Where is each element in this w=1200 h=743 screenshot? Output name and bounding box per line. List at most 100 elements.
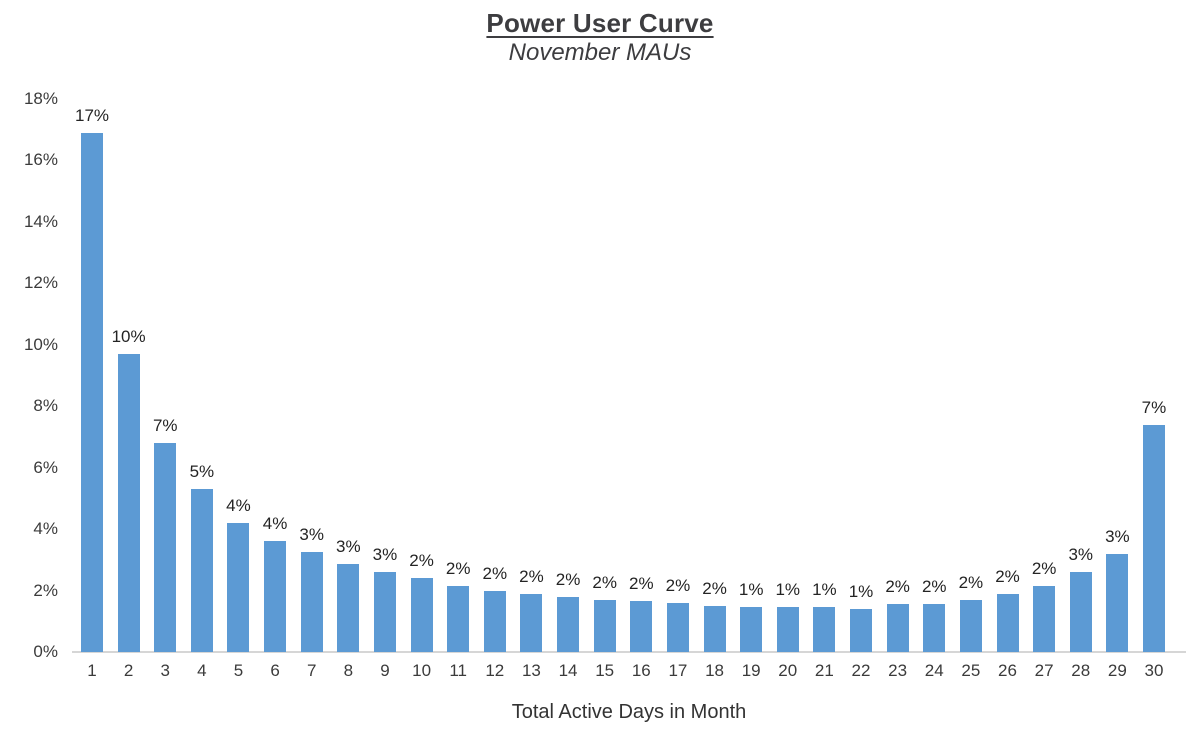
bar-value-label: 1% bbox=[738, 580, 764, 600]
bar-value-label: 3% bbox=[1105, 526, 1130, 546]
bar-day-17 bbox=[666, 602, 689, 652]
bar-value-label: 2% bbox=[665, 575, 691, 595]
bar-value-label: 10% bbox=[111, 327, 146, 347]
bar-value-label: 3% bbox=[299, 525, 324, 545]
x-axis-tick-label: 18 bbox=[705, 661, 724, 680]
x-axis-tick-label: 13 bbox=[521, 661, 541, 680]
bar-value-label: 3% bbox=[372, 545, 398, 565]
bar-day-15 bbox=[593, 599, 616, 652]
y-axis-tick-label: 12% bbox=[23, 273, 58, 293]
x-axis-tick-label: 25 bbox=[961, 661, 981, 680]
x-axis-tick-label: 27 bbox=[1034, 661, 1054, 680]
x-axis-tick-label: 20 bbox=[778, 661, 798, 680]
chart-title: Power User Curve bbox=[486, 8, 714, 38]
bar-value-label: 2% bbox=[629, 574, 654, 594]
x-axis-tick-label: 22 bbox=[851, 661, 871, 680]
x-axis-tick-label: 6 bbox=[270, 661, 280, 680]
bar-day-6 bbox=[264, 541, 287, 652]
bar-day-10 bbox=[410, 578, 433, 652]
bar-value-label: 5% bbox=[189, 462, 215, 482]
bar-value-label: 2% bbox=[519, 566, 544, 586]
x-axis-tick-label: 26 bbox=[998, 661, 1017, 680]
bar-value-label: 2% bbox=[445, 558, 471, 578]
bar-day-16 bbox=[630, 601, 653, 652]
bar-day-8 bbox=[337, 564, 360, 652]
x-axis-tick-label: 8 bbox=[343, 661, 354, 680]
bar-day-9 bbox=[373, 572, 396, 652]
bar-day-25 bbox=[959, 599, 982, 652]
y-axis-tick-label: 16% bbox=[23, 150, 58, 170]
bar-value-label: 2% bbox=[958, 572, 984, 592]
bar-day-23 bbox=[886, 604, 909, 652]
x-axis-tick-label: 19 bbox=[741, 661, 761, 680]
bar-day-19 bbox=[740, 607, 763, 652]
bar-value-label: 7% bbox=[1141, 397, 1167, 417]
bar-value-label: 3% bbox=[1068, 545, 1094, 565]
x-axis-tick-label: 14 bbox=[558, 661, 578, 680]
bar-day-18 bbox=[703, 605, 726, 652]
x-axis-line bbox=[72, 651, 1186, 653]
y-axis-tick-label: 18% bbox=[23, 89, 58, 109]
y-axis-tick-label: 0% bbox=[33, 642, 58, 661]
bar-value-label: 2% bbox=[921, 577, 947, 597]
x-axis-title: Total Active Days in Month bbox=[511, 701, 747, 723]
x-axis-tick-label: 9 bbox=[380, 661, 390, 680]
y-axis-tick-label: 10% bbox=[23, 334, 58, 354]
bar-day-5 bbox=[227, 522, 250, 652]
x-axis-tick-label: 24 bbox=[924, 661, 944, 680]
x-axis-tick-label: 17 bbox=[668, 661, 688, 680]
y-axis-tick-label: 8% bbox=[33, 396, 58, 416]
x-axis-tick-label: 10 bbox=[412, 661, 432, 680]
x-axis-tick-label: 3 bbox=[160, 661, 170, 680]
bar-day-3 bbox=[154, 443, 177, 652]
bar-value-label: 4% bbox=[226, 495, 251, 515]
y-axis-tick-label: 6% bbox=[33, 457, 58, 477]
bar-day-28 bbox=[1069, 572, 1092, 652]
bar-day-30 bbox=[1142, 424, 1165, 652]
x-axis-tick-label: 7 bbox=[306, 661, 317, 680]
bar-value-label: 2% bbox=[592, 572, 617, 592]
chart-subtitle: November MAUs bbox=[508, 39, 692, 66]
bar-value-label: 1% bbox=[848, 581, 874, 601]
bar-value-label: 1% bbox=[812, 580, 837, 600]
bar-value-label: 7% bbox=[152, 416, 178, 436]
bar-day-1 bbox=[81, 132, 103, 652]
bar-value-label: 2% bbox=[555, 569, 581, 589]
x-axis-tick-label: 12 bbox=[485, 661, 505, 680]
x-axis-tick-label: 5 bbox=[233, 661, 244, 680]
bar-value-label: 2% bbox=[702, 578, 727, 598]
bar-day-14 bbox=[557, 596, 580, 652]
bar-value-label: 4% bbox=[262, 514, 288, 534]
bar-day-13 bbox=[520, 593, 543, 652]
bar-value-label: 2% bbox=[1031, 558, 1057, 578]
bar-day-12 bbox=[483, 590, 506, 652]
x-axis-tick-label: 4 bbox=[197, 661, 207, 680]
bar-value-label: 2% bbox=[482, 563, 508, 583]
bar-value-label: 2% bbox=[995, 566, 1020, 586]
bar-day-7 bbox=[300, 552, 323, 652]
x-axis-tick-label: 21 bbox=[814, 661, 834, 680]
bar-day-24 bbox=[923, 604, 946, 652]
x-axis-tick-label: 30 bbox=[1144, 661, 1164, 680]
bar-value-label: 1% bbox=[775, 580, 801, 600]
x-axis-tick-label: 11 bbox=[449, 661, 468, 680]
y-axis-tick-label: 4% bbox=[33, 519, 58, 539]
x-axis-tick-label: 1 bbox=[87, 661, 97, 680]
bar-day-21 bbox=[813, 607, 836, 652]
bar-day-11 bbox=[447, 585, 470, 652]
x-axis-tick-label: 15 bbox=[595, 661, 615, 680]
x-axis-tick-label: 28 bbox=[1071, 661, 1091, 680]
y-axis-tick-label: 14% bbox=[23, 211, 58, 231]
x-axis-tick-label: 16 bbox=[631, 661, 651, 680]
bar-day-27 bbox=[1033, 585, 1056, 652]
bar-day-22 bbox=[850, 608, 873, 652]
bar-day-29 bbox=[1106, 553, 1129, 652]
x-axis-tick-label: 23 bbox=[888, 661, 908, 680]
bar-value-label: 2% bbox=[409, 551, 434, 571]
x-axis-tick-label: 29 bbox=[1107, 661, 1127, 680]
bar-value-label: 2% bbox=[885, 577, 910, 597]
bar-day-2 bbox=[117, 354, 140, 652]
bar-value-label: 17% bbox=[74, 105, 110, 125]
y-axis-tick-label: 2% bbox=[33, 580, 58, 600]
